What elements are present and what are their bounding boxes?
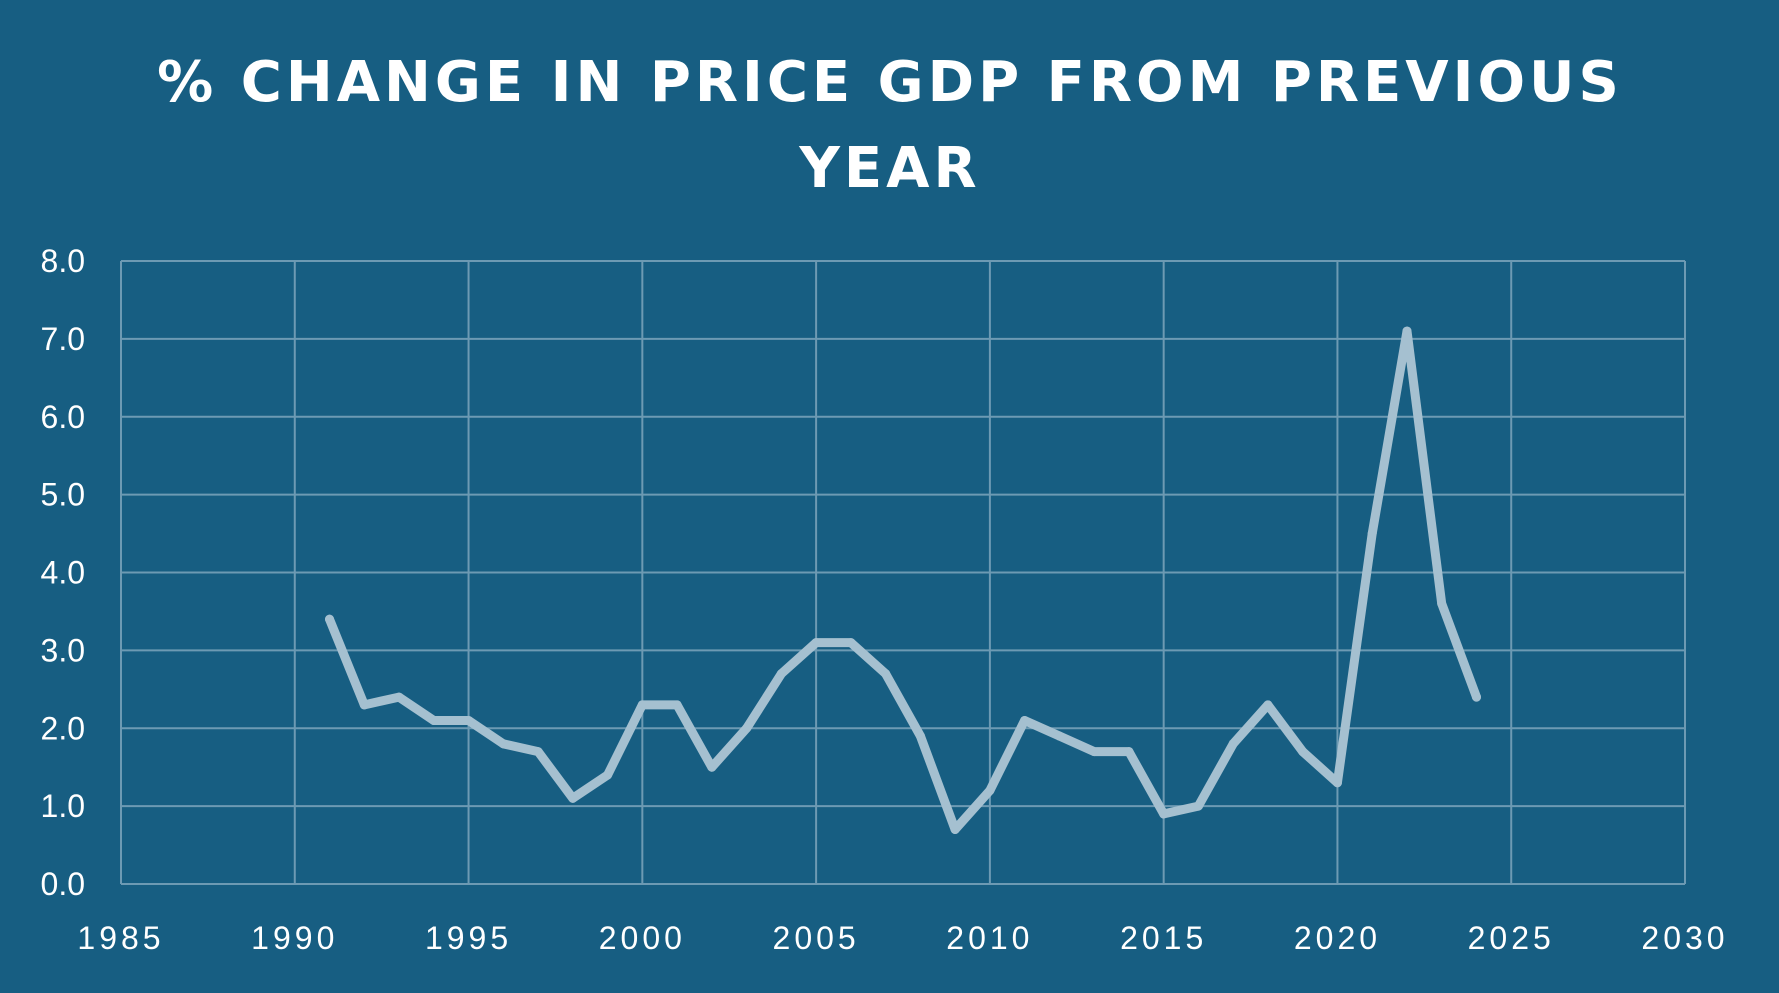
data-point [1228,739,1238,749]
data-point [811,638,821,648]
y-tick-label: 3.0 [41,632,85,668]
grid-lines [120,260,1686,885]
x-tick-label: 2015 [1120,920,1207,956]
y-tick-label: 0.0 [41,866,85,902]
data-point [394,692,404,702]
data-point [498,739,508,749]
data-point [1471,692,1481,702]
data-point [846,638,856,648]
chart-title: % CHANGE IN PRICE GDP FROM PREVIOUS YEAR [157,50,1623,201]
data-point [776,669,786,679]
data-point [464,715,474,725]
x-tick-label: 2030 [1641,920,1728,956]
data-point [1089,747,1099,757]
x-tick-label: 2010 [946,920,1033,956]
data-point [1054,731,1064,741]
x-tick-label: 2020 [1294,920,1381,956]
x-tick-label: 1990 [251,920,338,956]
data-point [429,715,439,725]
data-point [1367,529,1377,539]
data-point [1020,715,1030,725]
x-tick-label: 2005 [773,920,860,956]
data-point [568,793,578,803]
series-line [325,326,1481,834]
y-tick-label: 4.0 [41,555,85,591]
data-point [881,669,891,679]
axis-labels: 0.0 1.0 2.0 3.0 4.0 5.0 6.0 7.0 8.0 1985 1990 1995 2… [41,243,1728,956]
data-point [637,700,647,710]
y-tick-label: 8.0 [41,243,85,279]
data-point [359,700,369,710]
data-point [985,786,995,796]
data-point [742,723,752,733]
y-tick-label: 7.0 [41,321,85,357]
data-point [672,700,682,710]
data-point [1159,809,1169,819]
data-point [603,770,613,780]
data-point [1402,326,1412,336]
data-point [1437,599,1447,609]
y-tick-label: 5.0 [41,477,85,513]
x-tick-label: 2000 [599,920,686,956]
y-tick-label: 2.0 [41,710,85,746]
data-point [950,824,960,834]
data-point [1193,801,1203,811]
x-tick-label: 1995 [425,920,512,956]
x-tick-label: 1985 [77,920,164,956]
data-point [1263,700,1273,710]
data-point [1298,747,1308,757]
y-tick-label: 1.0 [41,788,85,824]
data-point [707,762,717,772]
data-point [533,747,543,757]
y-tick-label: 6.0 [41,399,85,435]
x-tick-label: 2025 [1468,920,1555,956]
data-point [1124,747,1134,757]
data-point [325,614,335,624]
series-layer [325,326,1481,834]
data-point [1332,778,1342,788]
data-point [915,731,925,741]
